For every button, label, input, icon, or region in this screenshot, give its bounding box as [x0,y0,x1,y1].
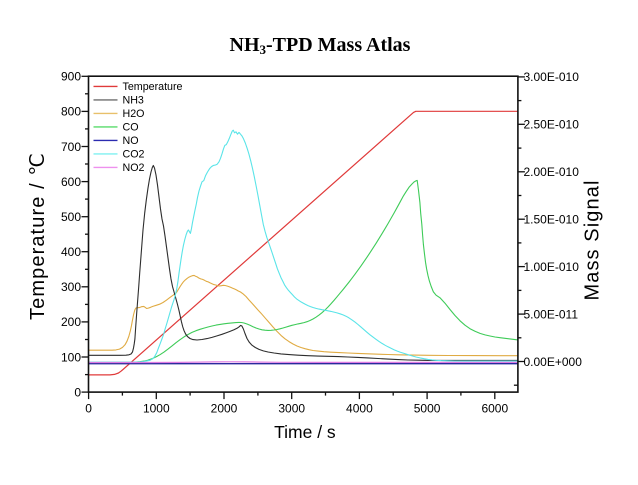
svg-text:700: 700 [61,140,81,154]
svg-text:NH3-TPD Mass Atlas: NH3-TPD Mass Atlas [230,34,411,57]
svg-text:H2O: H2O [123,108,145,120]
svg-text:0: 0 [74,385,81,399]
svg-text:1.00E-010: 1.00E-010 [524,260,580,274]
svg-text:800: 800 [61,105,81,119]
svg-text:500: 500 [61,210,81,224]
svg-text:3.00E-010: 3.00E-010 [524,70,580,84]
svg-text:3000: 3000 [278,401,305,415]
svg-text:1000: 1000 [143,401,170,415]
svg-text:Time / s: Time / s [274,422,336,442]
svg-text:400: 400 [61,245,81,259]
svg-text:5.00E-011: 5.00E-011 [524,307,579,321]
svg-text:900: 900 [61,70,81,84]
svg-text:NH3: NH3 [123,95,144,107]
svg-text:100: 100 [61,350,81,364]
svg-text:1.50E-010: 1.50E-010 [524,213,580,227]
svg-text:200: 200 [61,315,81,329]
svg-text:CO2: CO2 [123,149,145,161]
svg-text:Temperature / ℃: Temperature / ℃ [27,152,49,320]
svg-text:NO: NO [123,135,139,147]
svg-text:0: 0 [85,401,92,415]
svg-text:0.00E+000: 0.00E+000 [524,355,583,369]
svg-text:4000: 4000 [346,401,373,415]
svg-text:Temperature: Temperature [123,81,183,93]
svg-text:6000: 6000 [481,401,508,415]
svg-text:5000: 5000 [414,401,441,415]
svg-text:CO: CO [123,122,139,134]
svg-text:Mass Signal: Mass Signal [582,179,604,300]
svg-text:2000: 2000 [211,401,238,415]
svg-text:2.00E-010: 2.00E-010 [524,165,580,179]
svg-text:2.50E-010: 2.50E-010 [524,118,580,132]
svg-text:300: 300 [61,280,81,294]
svg-text:NO2: NO2 [123,162,145,174]
svg-text:600: 600 [61,175,81,189]
